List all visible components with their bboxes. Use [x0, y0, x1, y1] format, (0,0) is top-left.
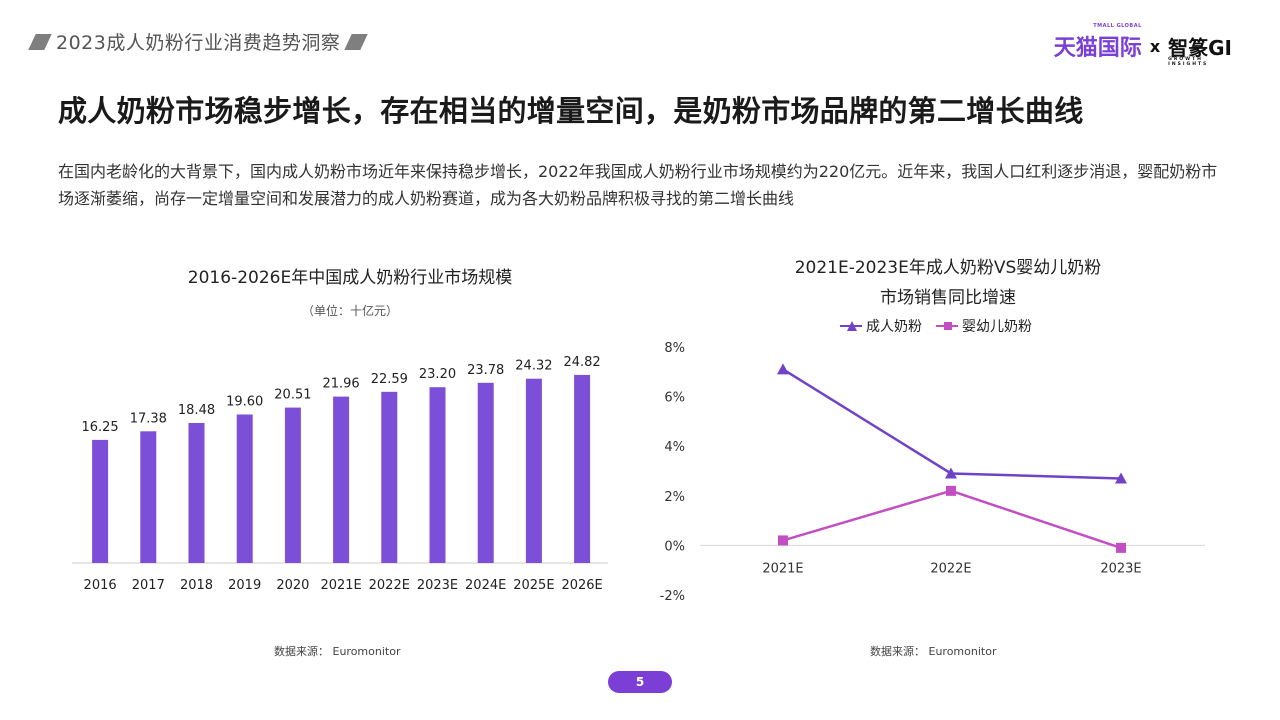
- legend-label-adult: 成人奶粉: [866, 319, 922, 335]
- bar: [333, 396, 350, 563]
- square-marker-icon: [944, 322, 952, 330]
- page-number: 5: [608, 671, 672, 693]
- legend-item-adult: 成人奶粉: [840, 316, 922, 336]
- series-line: [782, 489, 1122, 550]
- bar-value-label: 19.60: [226, 394, 263, 409]
- header-title: 2023成人奶粉行业消费趋势洞察: [56, 32, 341, 54]
- legend-line-infant: [936, 322, 958, 330]
- x-tick-label: 2022E: [369, 578, 410, 593]
- x-tick-label: 2024E: [465, 578, 506, 593]
- bar: [525, 378, 542, 563]
- bar-value-label: 22.59: [371, 372, 408, 387]
- line-chart-source: 数据来源： Euromonitor: [870, 645, 997, 658]
- triangle-marker: [1115, 472, 1127, 484]
- x-tick-label: 2016: [84, 578, 117, 593]
- bar-value-label: 21.96: [322, 377, 359, 392]
- legend-label-infant: 婴幼儿奶粉: [962, 319, 1032, 335]
- y-tick-label: 8%: [664, 341, 685, 356]
- slash-decoration-left: [28, 33, 52, 50]
- bar: [574, 374, 591, 563]
- square-marker: [946, 485, 956, 496]
- x-tick-label: 2020: [276, 578, 309, 593]
- x-tick-label: 2019: [228, 578, 261, 593]
- square-marker: [778, 535, 788, 546]
- y-tick-label: 2%: [664, 490, 685, 505]
- bar: [92, 439, 109, 563]
- x-tick-label: 2021E: [320, 578, 361, 593]
- bar-value-label: 20.51: [274, 388, 311, 403]
- x-tick-label: 2017: [132, 578, 165, 593]
- series-line: [782, 368, 1122, 480]
- header-bar: 2023成人奶粉行业消费趋势洞察 天猫国际 TMALL GLOBAL x 智篆G…: [0, 23, 1280, 67]
- slash-decoration-right: [344, 33, 369, 50]
- bar-value-label: 23.78: [467, 363, 504, 378]
- x-tick-label: 2026E: [561, 578, 602, 593]
- growth-insights-logo: 智篆GI GROWTH INSIGHTS: [1168, 35, 1232, 67]
- line-chart-title-line1: 2021E-2023E年成人奶粉VS婴幼儿奶粉: [794, 258, 1102, 278]
- bar: [429, 387, 446, 563]
- bar-value-label: 24.82: [563, 355, 600, 370]
- bar: [477, 382, 494, 563]
- triangle-marker: [945, 467, 957, 479]
- intro-paragraph: 在国内老龄化的大背景下，国内成人奶粉市场近年来保持稳步增长，2022年我国成人奶…: [58, 162, 1218, 208]
- bar: [188, 422, 205, 563]
- partner-logos: 天猫国际 TMALL GLOBAL x 智篆GI GROWTH INSIGHTS: [1053, 23, 1232, 67]
- bar-value-label: 17.38: [130, 411, 167, 426]
- line-chart: 8% 6% 4% 2% 0% -2% 2021E 2022E 2023E: [660, 341, 1205, 604]
- line-chart-legend: 成人奶粉 婴幼儿奶粉: [840, 316, 1032, 336]
- header-title-wrap: 2023成人奶粉行业消费趋势洞察: [28, 28, 369, 55]
- line-chart-title: 2021E-2023E年成人奶粉VS婴幼儿奶粉 市场销售同比增速: [748, 253, 1148, 313]
- bar-chart-unit: （单位：十亿元）: [301, 304, 398, 318]
- legend-item-infant: 婴幼儿奶粉: [936, 316, 1032, 336]
- triangle-marker: [777, 363, 789, 375]
- bar: [236, 414, 253, 563]
- logo-separator: x: [1149, 36, 1161, 56]
- bar-chart-title: 2016-2026E年中国成人奶粉行业市场规模: [187, 268, 513, 288]
- page-title: 成人奶粉市场稳步增长，存在相当的增量空间，是奶粉市场品牌的第二增长曲线: [58, 94, 1084, 128]
- bar-value-label: 23.20: [419, 367, 456, 382]
- y-tick-label: -2%: [660, 589, 685, 604]
- x-tick-label: 2023E: [1100, 561, 1141, 576]
- bar-chart: 16.25 2016 17.38 2017 18.48 2018 19.60 2019 20.5…: [72, 355, 608, 593]
- bar-value-label: 24.32: [515, 359, 552, 374]
- bar: [381, 391, 398, 563]
- square-marker: [1116, 542, 1126, 553]
- x-tick-label: 2025E: [513, 578, 554, 593]
- triangle-marker-icon: [847, 321, 857, 331]
- bar: [284, 407, 301, 563]
- y-tick-label: 0%: [664, 539, 685, 554]
- bar-chart-source: 数据来源： Euromonitor: [274, 645, 401, 658]
- x-tick-label: 2023E: [417, 578, 458, 593]
- tmall-global-logo: 天猫国际 TMALL GLOBAL: [1053, 23, 1142, 61]
- y-tick-label: 4%: [664, 440, 685, 455]
- bar-value-label: 18.48: [178, 403, 215, 418]
- bar: [140, 431, 157, 563]
- y-tick-label: 6%: [664, 391, 685, 406]
- bar-value-label: 16.25: [81, 420, 118, 435]
- x-tick-label: 2022E: [930, 561, 971, 576]
- legend-line-adult: [840, 321, 862, 331]
- x-tick-label: 2018: [180, 578, 213, 593]
- x-tick-label: 2021E: [762, 561, 803, 576]
- line-chart-title-line2: 市场销售同比增速: [880, 288, 1016, 308]
